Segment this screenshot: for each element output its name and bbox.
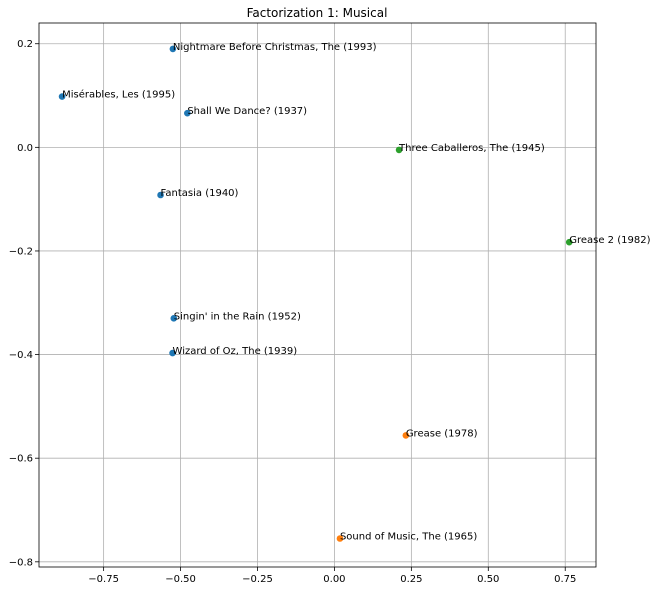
y-tick-label: 0.0 [17,143,33,154]
y-tick-label: −0.8 [9,557,33,568]
data-point-label: Grease (1978) [406,428,478,439]
x-tick-label: −0.75 [88,574,119,585]
x-tick-label: 0.50 [477,574,499,585]
x-tick-label: 0.75 [554,574,576,585]
data-point-label: Shall We Dance? (1937) [187,106,307,117]
y-tick-label: −0.4 [9,350,33,361]
data-point [184,109,191,117]
grid [39,23,596,567]
x-axis-ticks: −0.75 −0.50 −0.25 0.00 0.25 0.50 0.75 [88,567,576,585]
data-point [402,432,410,439]
data-point-label: Nightmare Before Christmas, The (1993) [173,42,377,53]
x-tick-label: −0.25 [242,574,273,585]
data-point [157,191,164,199]
data-point [169,349,176,357]
data-point-label: Grease 2 (1982) [569,235,650,246]
y-axis-ticks: 0.2 0.0 −0.2 −0.4 −0.6 −0.8 [9,39,39,568]
chart-title: Factorization 1: Musical [247,6,388,20]
data-point-label: Sound of Music, The (1965) [340,532,477,543]
data-point [395,146,403,154]
data-point-label: Fantasia (1940) [161,188,239,199]
point-labels: Nightmare Before Christmas, The (1993) Mi… [62,42,651,543]
x-tick-label: 0.00 [323,574,345,585]
data-point-label: Wizard of Oz, The (1939) [173,346,298,357]
x-tick-label: 0.25 [400,574,422,585]
y-tick-label: 0.2 [17,39,33,50]
y-tick-label: −0.6 [9,454,33,465]
x-tick-label: −0.50 [165,574,196,585]
data-point [565,238,573,246]
data-point-label: Singin' in the Rain (1952) [174,311,301,322]
data-point [170,315,178,322]
data-point-label: Three Caballeros, The (1945) [398,143,545,154]
data-point-label: Misérables, Les (1995) [62,89,175,101]
data-point [169,45,177,53]
data-points [58,45,573,542]
data-point [336,535,344,542]
y-tick-label: −0.2 [9,246,33,257]
plot-frame [38,22,597,568]
data-point [58,93,66,100]
